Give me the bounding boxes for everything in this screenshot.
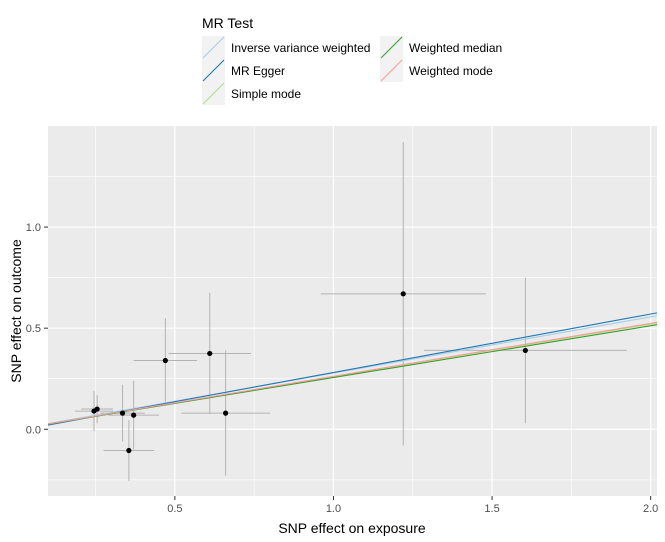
data-point xyxy=(400,291,406,297)
legend-key-line xyxy=(202,82,225,105)
legend-item-weighted-mode: Weighted mode xyxy=(380,59,493,82)
legend: MR Test Inverse variance weighted MR Egge… xyxy=(202,15,502,105)
legend-key-line xyxy=(380,59,403,82)
legend-title: MR Test xyxy=(202,15,253,31)
grid-major xyxy=(48,126,657,496)
grid-minor xyxy=(48,126,657,496)
legend-item-inverse-variance-weighted: Inverse variance weighted xyxy=(202,36,370,59)
data-point xyxy=(94,406,100,412)
y-axis-title: SNP effect on outcome xyxy=(8,239,24,383)
data-point xyxy=(126,447,132,454)
legend-key-line xyxy=(202,36,225,59)
data-point xyxy=(207,350,213,357)
x-axis-title: SNP effect on exposure xyxy=(278,520,426,536)
data-points xyxy=(91,291,528,454)
legend-item-weighted-median: Weighted median xyxy=(380,36,502,59)
legend-label: Inverse variance weighted xyxy=(231,41,370,55)
plot-panel xyxy=(48,126,657,496)
data-point xyxy=(522,347,528,354)
y-axis-ticks: 0.0 0.5 1.0 xyxy=(26,222,48,436)
data-point xyxy=(131,412,137,418)
legend-item-mr-egger: MR Egger xyxy=(202,59,285,82)
legend-label: Simple mode xyxy=(231,87,301,101)
y-tick-label: 0.5 xyxy=(26,323,41,335)
legend-item-simple-mode: Simple mode xyxy=(202,82,301,105)
regression-lines xyxy=(47,312,658,426)
legend-key-line xyxy=(380,36,403,59)
x-axis-ticks: 0.5 1.0 1.5 2.0 xyxy=(167,496,658,515)
legend-label: Weighted median xyxy=(409,41,502,55)
line-weighted-mode xyxy=(47,321,658,425)
line-inverse-variance-weighted xyxy=(47,315,658,425)
y-tick-label: 0.0 xyxy=(26,424,41,436)
x-tick-label: 0.5 xyxy=(167,503,182,515)
x-tick-label: 1.0 xyxy=(326,503,341,515)
legend-label: MR Egger xyxy=(231,64,285,78)
x-tick-label: 1.5 xyxy=(484,503,499,515)
line-mr-egger xyxy=(47,312,658,426)
y-tick-label: 1.0 xyxy=(26,222,41,234)
data-point xyxy=(223,410,229,416)
legend-key-line xyxy=(202,59,225,82)
data-point xyxy=(162,357,168,364)
x-tick-label: 2.0 xyxy=(643,503,658,515)
legend-label: Weighted mode xyxy=(409,64,493,78)
data-point xyxy=(119,410,126,416)
